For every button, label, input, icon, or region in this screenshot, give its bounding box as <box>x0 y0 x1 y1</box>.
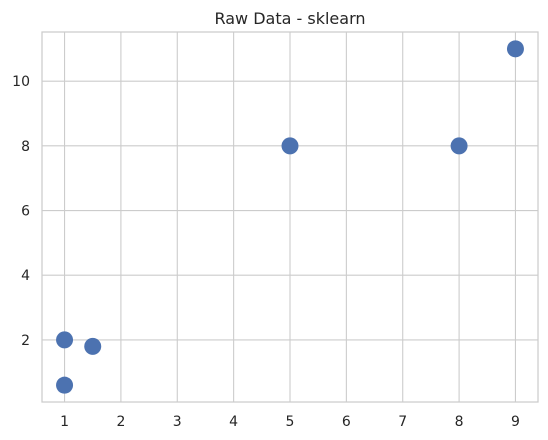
y-tick-label-0: 2 <box>21 333 30 349</box>
x-tick-label-8: 9 <box>511 414 520 430</box>
data-point-1 <box>84 337 102 355</box>
data-point-3 <box>450 137 468 155</box>
x-tick-label-4: 5 <box>286 414 295 430</box>
y-tick-label-2: 6 <box>21 204 30 220</box>
y-tick-label-1: 4 <box>21 268 30 284</box>
x-tick-label-3: 4 <box>229 414 238 430</box>
data-point-4 <box>56 376 74 394</box>
y-tick-label-3: 8 <box>21 139 30 155</box>
data-point-5 <box>506 40 524 58</box>
data-points <box>56 40 524 394</box>
x-tick-label-0: 1 <box>60 414 69 430</box>
data-point-0 <box>56 331 74 349</box>
x-tick-label-2: 3 <box>173 414 182 430</box>
y-axis-ticks: 2 4 6 8 10 <box>12 74 30 349</box>
chart-title: Raw Data - sklearn <box>214 9 365 28</box>
data-point-2 <box>281 137 299 155</box>
x-axis-ticks: 1 2 3 4 5 6 7 8 9 <box>60 414 520 430</box>
y-tick-label-4: 10 <box>12 74 30 90</box>
x-tick-label-5: 6 <box>342 414 351 430</box>
x-tick-label-7: 8 <box>455 414 464 430</box>
x-tick-label-6: 7 <box>398 414 407 430</box>
x-tick-label-1: 2 <box>116 414 125 430</box>
